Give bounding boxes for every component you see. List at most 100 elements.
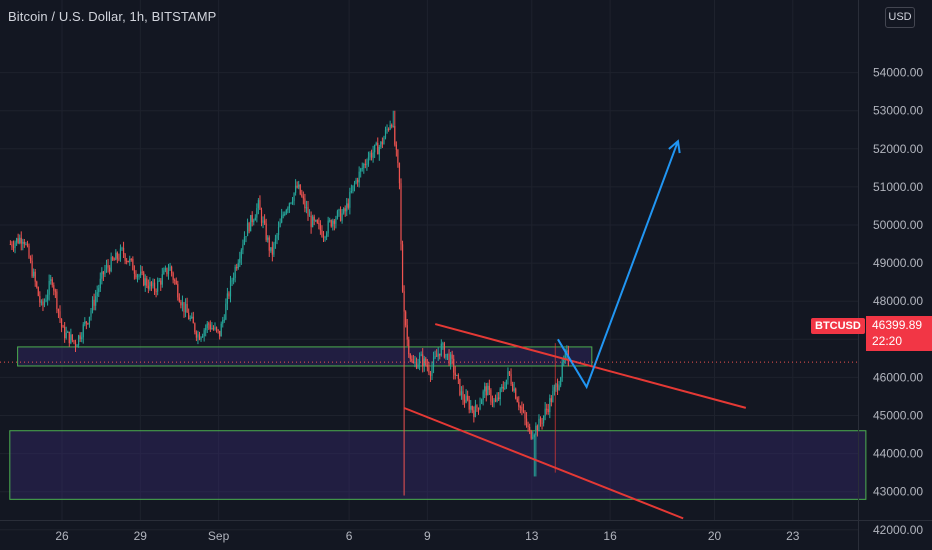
candle-body bbox=[264, 220, 266, 224]
candle-body bbox=[336, 211, 339, 219]
candle-body bbox=[349, 192, 351, 208]
candle-body bbox=[54, 290, 56, 292]
candle-body bbox=[448, 353, 450, 365]
candle-body bbox=[169, 266, 171, 271]
candle-body bbox=[453, 358, 455, 373]
candle-body bbox=[251, 215, 253, 223]
candle-body bbox=[93, 299, 95, 306]
candle-body bbox=[377, 142, 379, 155]
candle-body bbox=[88, 316, 91, 324]
candle-body bbox=[384, 129, 387, 138]
candle-body bbox=[299, 184, 301, 195]
candle-body bbox=[177, 284, 179, 298]
candle-body bbox=[380, 141, 382, 147]
candle-body bbox=[281, 215, 283, 223]
candle-body bbox=[547, 409, 549, 413]
candle-body bbox=[477, 407, 480, 410]
candle-body bbox=[442, 343, 444, 345]
candle-body bbox=[364, 164, 366, 166]
candle-body bbox=[525, 418, 528, 426]
candle-body bbox=[501, 386, 503, 389]
candle-body bbox=[67, 331, 69, 333]
candle-body bbox=[209, 324, 211, 330]
candle-body bbox=[135, 273, 137, 278]
candle-body bbox=[33, 271, 35, 277]
candle-body bbox=[195, 332, 197, 338]
projection-arrow bbox=[557, 140, 679, 390]
candle-body bbox=[470, 406, 472, 410]
candle-body bbox=[386, 129, 388, 131]
candle-body bbox=[420, 354, 422, 356]
candle-body bbox=[330, 220, 332, 227]
candle-body bbox=[463, 399, 466, 403]
candle-body bbox=[552, 391, 554, 402]
candle-body bbox=[298, 184, 300, 188]
candle-body bbox=[147, 285, 149, 289]
y-tick-label: 44000.00 bbox=[873, 447, 923, 461]
candle-body bbox=[68, 331, 70, 344]
candle-body bbox=[426, 365, 428, 368]
y-tick-label: 49000.00 bbox=[873, 256, 923, 270]
candle-body bbox=[37, 287, 39, 296]
candle-body bbox=[246, 223, 249, 237]
candle-body bbox=[198, 334, 201, 340]
candle-body bbox=[508, 371, 511, 375]
candle-body bbox=[282, 214, 284, 216]
candle-body bbox=[370, 153, 373, 158]
y-tick-label: 43000.00 bbox=[873, 485, 923, 499]
candle-body bbox=[65, 332, 67, 339]
candle-body bbox=[530, 430, 532, 439]
candle-body bbox=[555, 384, 557, 388]
candle-body bbox=[116, 252, 118, 259]
candle-body bbox=[488, 385, 490, 390]
candle-body bbox=[71, 334, 73, 341]
candle-body bbox=[295, 185, 297, 193]
candle-body bbox=[161, 274, 163, 285]
currency-button[interactable]: USD bbox=[885, 7, 915, 28]
candle-body bbox=[411, 358, 413, 362]
candle-body bbox=[563, 360, 565, 363]
candle-body bbox=[490, 389, 492, 402]
candle-body bbox=[183, 302, 185, 313]
candle-body bbox=[112, 257, 114, 260]
channel-line-upper bbox=[434, 323, 747, 409]
candle-body bbox=[462, 391, 464, 400]
candle-body bbox=[358, 171, 360, 183]
y-tick-label: 50000.00 bbox=[873, 218, 923, 232]
candle-body bbox=[327, 220, 329, 234]
y-tick-label: 54000.00 bbox=[873, 66, 923, 80]
candle-body bbox=[291, 201, 294, 203]
candle-body bbox=[212, 328, 215, 330]
candle-body bbox=[322, 236, 325, 238]
candle-body bbox=[493, 399, 495, 403]
candle-body bbox=[353, 183, 356, 186]
candle-body bbox=[12, 246, 15, 248]
candle-body bbox=[544, 408, 546, 416]
candle-body bbox=[70, 334, 72, 344]
candle-body bbox=[521, 406, 523, 411]
candle-body bbox=[479, 404, 481, 410]
candle-body bbox=[360, 168, 362, 172]
candle-body bbox=[43, 301, 46, 306]
candle-body bbox=[91, 299, 94, 311]
candle-body bbox=[369, 153, 371, 158]
candle-body bbox=[23, 241, 25, 245]
candle-body bbox=[321, 230, 323, 237]
candle-body bbox=[211, 328, 213, 330]
candle-body bbox=[260, 209, 263, 223]
candle-body bbox=[481, 399, 483, 405]
candle-body bbox=[119, 248, 122, 260]
candle-body bbox=[47, 294, 49, 300]
candle-body bbox=[81, 337, 83, 340]
candle-body bbox=[236, 266, 238, 269]
candle-body bbox=[405, 311, 407, 326]
candle-body bbox=[220, 323, 222, 337]
candle-body bbox=[518, 402, 520, 407]
candle-body bbox=[105, 265, 108, 270]
candle-body bbox=[200, 337, 202, 340]
candle-body bbox=[419, 355, 421, 364]
candle-body bbox=[414, 361, 416, 364]
y-tick-label: 52000.00 bbox=[873, 142, 923, 156]
candle-body bbox=[17, 238, 19, 244]
